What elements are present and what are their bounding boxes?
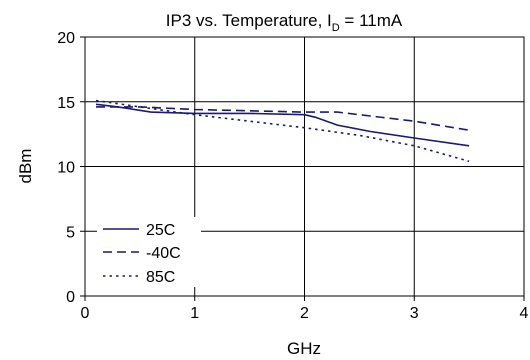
- y-axis-label: dBm: [16, 149, 35, 184]
- series-line-40c: [96, 106, 470, 131]
- series-line-25c: [95, 103, 470, 147]
- legend-label-25c: 25C: [146, 222, 175, 239]
- chart-title-tail: = 11mA: [340, 11, 403, 30]
- y-tick-label: 0: [66, 289, 75, 306]
- series-lines: [95, 99, 470, 163]
- series-line-85c: [95, 99, 470, 163]
- y-tick-label: 10: [57, 160, 75, 177]
- legend-label-85c: 85C: [146, 269, 175, 286]
- x-tick-label: 3: [410, 305, 419, 322]
- chart-title: IP3 vs. Temperature, ID = 11mA: [166, 11, 403, 34]
- legend: 25C -40C 85C: [97, 217, 201, 287]
- y-tick-label: 5: [66, 224, 75, 241]
- chart-title-subscript: D: [332, 22, 340, 34]
- y-tick-label: 20: [57, 30, 75, 47]
- x-axis-label: GHz: [287, 339, 321, 358]
- legend-label-m40c: -40C: [146, 245, 181, 262]
- x-tick-label: 1: [190, 305, 199, 322]
- axis-ticks: 0 1 2 3 4 0 5 10 15 20: [57, 30, 528, 322]
- x-tick-label: 0: [81, 305, 90, 322]
- chart-title-main: IP3 vs. Temperature, I: [166, 11, 332, 30]
- x-tick-label: 2: [300, 305, 309, 322]
- y-tick-label: 15: [57, 95, 75, 112]
- x-tick-label: 4: [520, 305, 529, 322]
